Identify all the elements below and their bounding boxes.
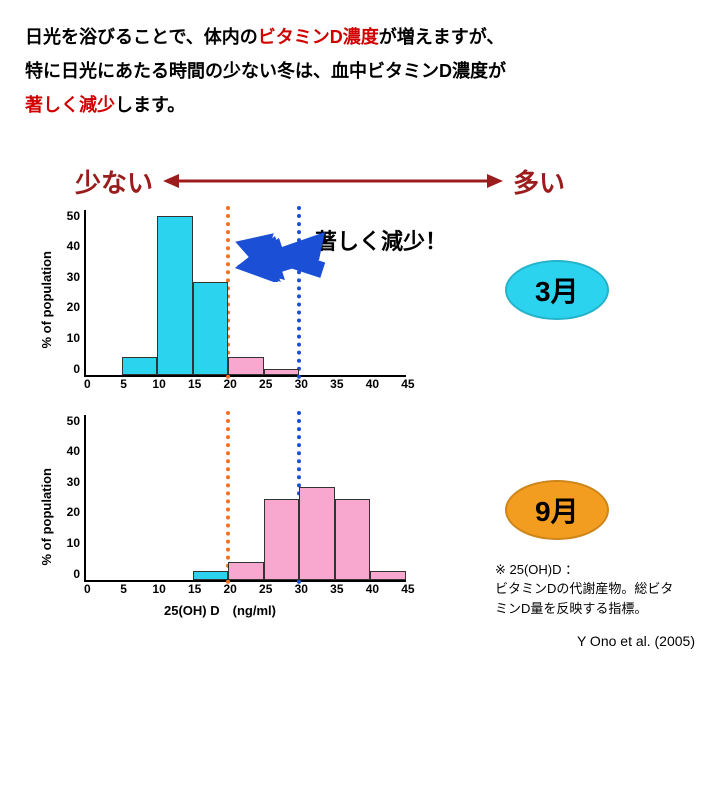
citation: Y Ono et al. (2005): [25, 633, 695, 649]
figure-area: 著しく減少！ 3月 % of population 01020304050 05…: [35, 210, 695, 619]
xticks-sept: 051015202530354045: [84, 582, 426, 596]
bar: [264, 369, 300, 375]
xlabel: 25(OH) D (ng/ml): [164, 600, 426, 619]
bar: [299, 487, 335, 580]
yticks-march: 01020304050: [54, 210, 84, 375]
legend-row: 少ない 多い: [75, 163, 695, 200]
chart-sept: % of population 01020304050 051015202530…: [35, 415, 695, 619]
chart-march: % of population 01020304050 051015202530…: [35, 210, 695, 391]
intro-text: 日光を浴びることで、体内のビタミンD濃度が増えますが、特に日光にあたる時間の少な…: [25, 20, 695, 123]
bar: [264, 499, 300, 580]
bar: [228, 562, 264, 580]
bar: [228, 357, 264, 375]
ylabel-march: % of population: [35, 251, 54, 348]
legend-left: 少ない: [75, 163, 153, 200]
bar: [122, 357, 158, 375]
bar: [157, 216, 193, 375]
ylabel-sept: % of population: [35, 468, 54, 565]
double-arrow-icon: [163, 169, 503, 193]
xticks-march: 051015202530354045: [84, 377, 426, 391]
bar: [193, 282, 229, 375]
plot-march: [84, 210, 406, 377]
legend-right: 多い: [513, 163, 565, 200]
yticks-sept: 01020304050: [54, 415, 84, 580]
bar: [193, 571, 229, 580]
plot-sept: [84, 415, 406, 582]
bar: [335, 499, 371, 580]
bar: [370, 571, 406, 580]
